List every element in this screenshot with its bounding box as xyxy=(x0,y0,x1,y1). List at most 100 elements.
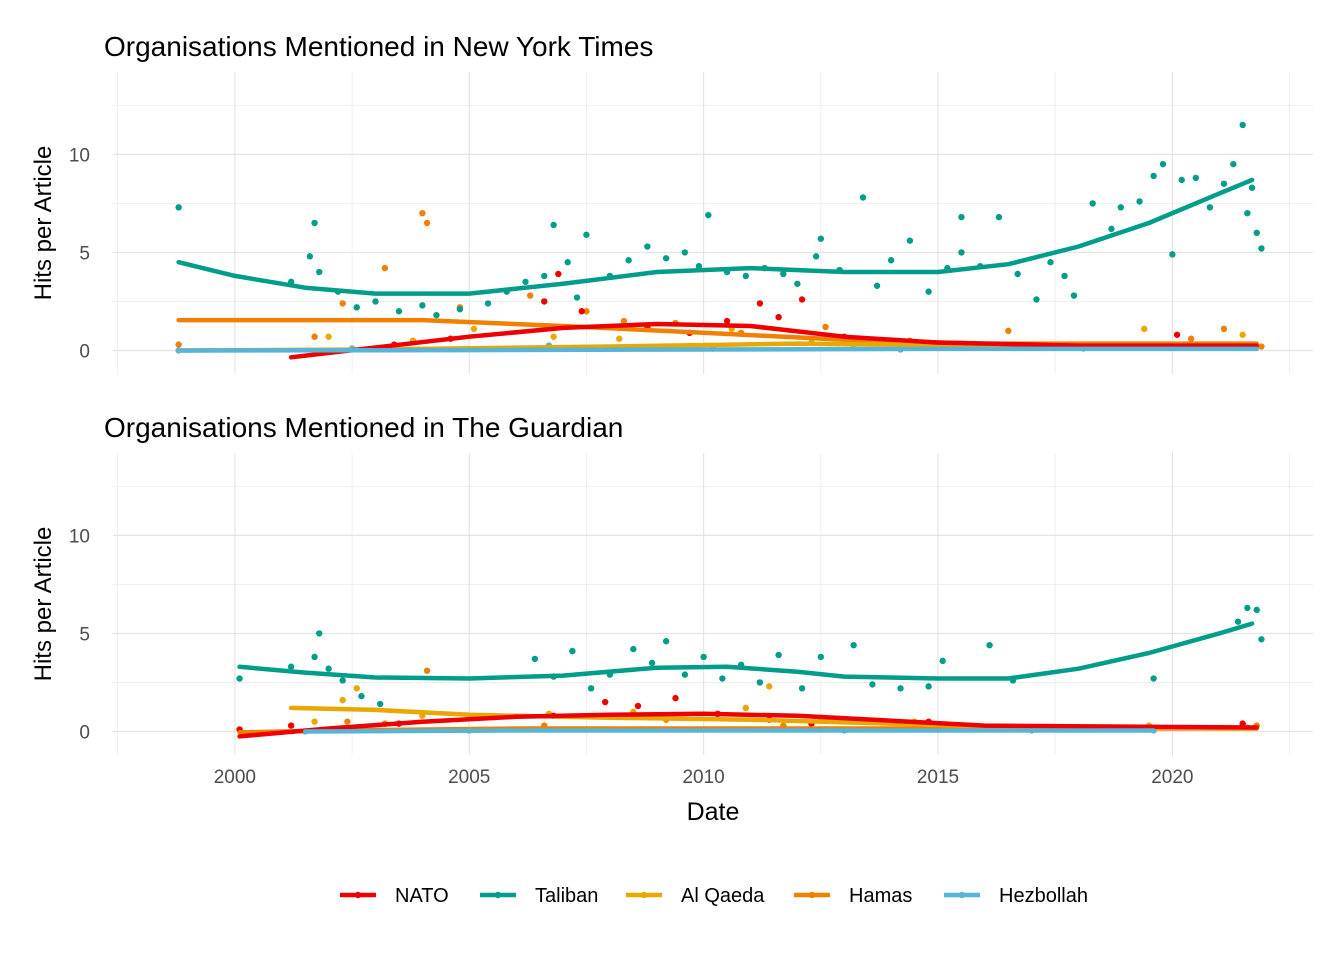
data-point-taliban xyxy=(419,302,426,309)
data-point-taliban xyxy=(1244,209,1251,217)
data-point-taliban xyxy=(850,641,857,649)
data-point-nato xyxy=(1173,331,1181,338)
data-point-taliban xyxy=(1169,251,1176,258)
data-point-al-qaeda xyxy=(353,685,360,692)
data-point-taliban xyxy=(1258,245,1265,252)
data-point-hamas xyxy=(1005,327,1012,335)
data-point-taliban xyxy=(1159,160,1167,168)
data-point-taliban xyxy=(531,655,539,663)
data-point-taliban xyxy=(1089,200,1096,207)
data-point-al-qaeda xyxy=(339,696,346,704)
x-tick-label: 2010 xyxy=(682,767,724,788)
data-point-taliban xyxy=(376,700,384,708)
data-point-taliban xyxy=(939,657,946,665)
data-point-hamas xyxy=(1220,325,1228,333)
data-point-nato xyxy=(287,722,295,729)
y-tick-label: 0 xyxy=(79,341,90,362)
data-point-nato xyxy=(775,313,782,321)
y-tick-label: 10 xyxy=(69,145,90,166)
data-point-taliban xyxy=(353,304,360,311)
y-axis-label: Hits per Article xyxy=(30,527,57,682)
data-point-nato xyxy=(578,308,585,315)
legend-dot-nato xyxy=(354,891,362,899)
data-point-taliban xyxy=(625,257,632,264)
data-point-taliban xyxy=(484,300,492,307)
data-point-hamas xyxy=(423,667,431,674)
data-point-taliban xyxy=(995,213,1003,221)
data-point-taliban xyxy=(306,253,314,260)
y-tick-label: 0 xyxy=(79,722,90,743)
data-point-al-qaeda xyxy=(1141,325,1148,333)
data-point-taliban xyxy=(1244,604,1251,612)
y-tick-label: 5 xyxy=(79,243,90,264)
data-point-taliban xyxy=(316,268,323,276)
data-point-taliban xyxy=(311,219,318,227)
x-axis-label: Date xyxy=(687,798,740,826)
data-point-taliban xyxy=(958,213,965,221)
x-tick-label: 2005 xyxy=(448,767,490,788)
data-point-taliban xyxy=(925,288,932,295)
data-point-taliban xyxy=(372,298,379,305)
data-point-nato xyxy=(634,702,642,710)
data-point-nato xyxy=(601,698,609,706)
data-point-al-qaeda xyxy=(311,718,318,725)
data-point-taliban xyxy=(695,262,703,270)
data-point-nato xyxy=(723,317,731,325)
data-point-taliban xyxy=(794,280,801,287)
data-point-hamas xyxy=(423,219,431,227)
data-point-taliban xyxy=(1047,259,1054,266)
data-point-al-qaeda xyxy=(616,335,623,342)
data-point-taliban xyxy=(681,671,689,678)
data-point-taliban xyxy=(1070,292,1078,299)
data-point-taliban xyxy=(812,253,820,260)
data-point-taliban xyxy=(958,249,965,256)
legend-label-taliban: Taliban xyxy=(535,885,598,907)
data-point-taliban xyxy=(287,663,295,670)
legend-label-hamas: Hamas xyxy=(849,885,912,907)
data-point-nato xyxy=(555,270,562,278)
data-point-nato xyxy=(798,296,806,303)
data-point-taliban xyxy=(316,630,323,637)
trend-line-hezbollah xyxy=(302,728,1156,734)
data-point-al-qaeda xyxy=(470,325,478,333)
data-point-taliban xyxy=(569,647,576,655)
data-point-taliban xyxy=(175,204,182,211)
data-point-hamas xyxy=(583,308,590,315)
data-point-taliban xyxy=(1192,174,1200,182)
trend-line-hezbollah xyxy=(176,346,1259,353)
data-point-taliban xyxy=(897,685,904,692)
data-point-taliban xyxy=(1014,270,1021,278)
data-point-taliban xyxy=(662,255,670,262)
data-point-taliban xyxy=(311,653,318,661)
data-point-taliban xyxy=(1117,204,1125,211)
data-point-hamas xyxy=(344,718,351,725)
legend-dot-al-qaeda xyxy=(640,891,648,899)
data-point-taliban xyxy=(1206,204,1214,211)
data-point-taliban xyxy=(705,211,712,219)
data-point-taliban xyxy=(564,259,571,266)
data-point-taliban xyxy=(817,653,825,661)
trend-line-taliban xyxy=(237,621,1255,681)
data-point-taliban xyxy=(573,294,581,301)
data-point-al-qaeda xyxy=(1239,331,1246,338)
legend-dot-hamas xyxy=(808,891,816,899)
y-tick-label: 10 xyxy=(69,526,90,547)
legend-dot-hezbollah xyxy=(958,891,966,899)
data-point-hamas xyxy=(311,333,318,340)
data-point-taliban xyxy=(906,237,914,244)
legend-label-hezbollah: Hezbollah xyxy=(999,885,1088,907)
data-point-hamas xyxy=(822,323,829,331)
data-point-taliban xyxy=(1234,618,1242,625)
data-point-al-qaeda xyxy=(550,333,557,340)
trend-line-taliban xyxy=(176,177,1255,296)
data-point-taliban xyxy=(1178,176,1185,184)
trend-line-nato xyxy=(237,711,1259,739)
data-point-taliban xyxy=(1220,180,1228,187)
data-point-hamas xyxy=(419,209,426,217)
x-tick-label: 2020 xyxy=(1151,767,1193,788)
data-point-nato xyxy=(756,300,764,307)
data-point-hamas xyxy=(381,264,389,272)
data-point-taliban xyxy=(873,282,881,289)
data-point-taliban xyxy=(587,685,595,692)
